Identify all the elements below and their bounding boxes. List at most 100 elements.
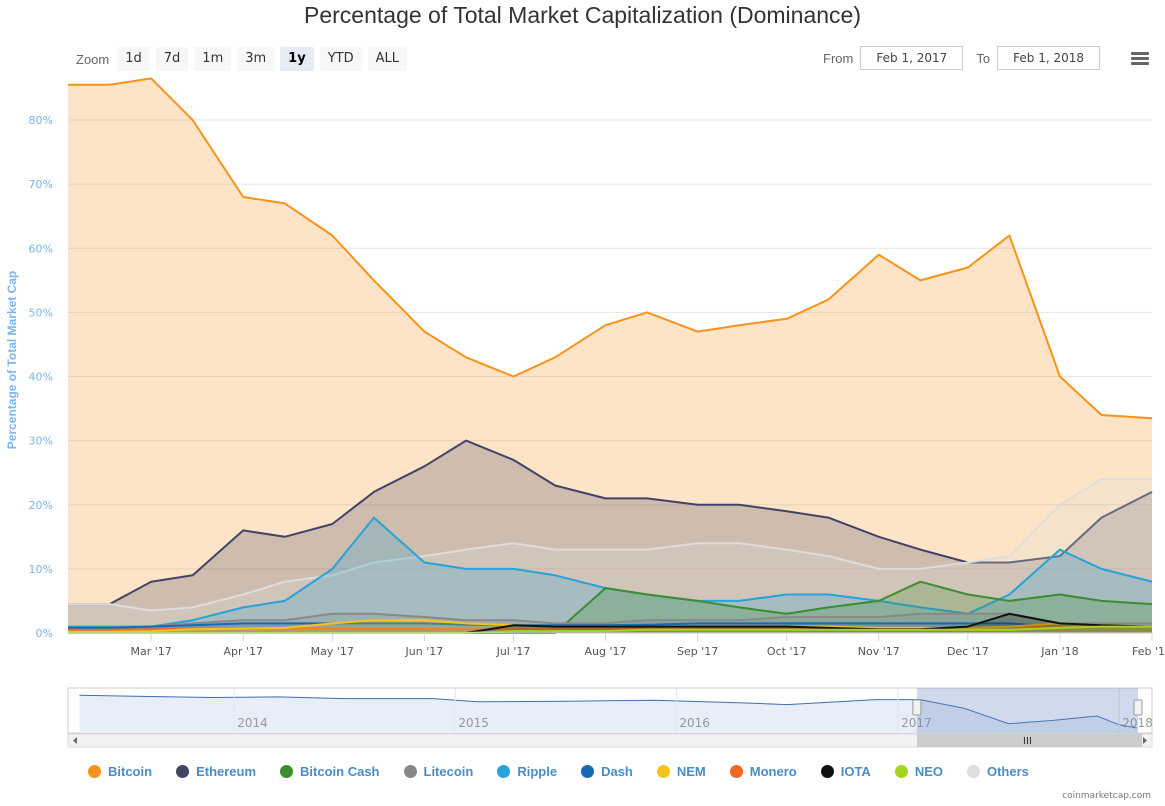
legend-item-nem[interactable]: NEM xyxy=(656,764,706,779)
navigator-line xyxy=(79,694,1137,729)
x-axis-ticks: Mar '17 Apr '17 May '17 Jun '17 Jul '17 Aug '… xyxy=(68,632,1165,658)
to-label: To xyxy=(976,50,991,66)
legend-dot-icon xyxy=(966,765,980,778)
legend-label: Ethereum xyxy=(196,764,257,779)
series-others[interactable] xyxy=(68,478,1152,633)
navigator-selection[interactable] xyxy=(916,688,1138,733)
navigator-right-handle[interactable] xyxy=(1133,699,1143,716)
navigator-year-label: 2014 xyxy=(237,716,268,730)
series-areas xyxy=(68,77,1153,634)
legend-item-bitcoin[interactable]: Bitcoin xyxy=(88,764,152,779)
zoom-1d-button[interactable]: 1d xyxy=(117,47,150,71)
credits: coinmarketcap.com xyxy=(1062,791,1151,801)
x-tick-label: Oct '17 xyxy=(767,645,807,658)
area-ethereum xyxy=(68,440,1152,633)
dominance-chart: 0% 10% 20% 30% 40% 50% 60% 70% 80% Percentage of… xyxy=(5,77,1165,748)
zoom-1y-button[interactable]: 1y xyxy=(280,47,314,71)
legend: Bitcoin Ethereum Bitcoin Cash Litecoin Rippl… xyxy=(88,764,1053,779)
legend-item-others[interactable]: Others xyxy=(966,764,1029,779)
y-tick-label: 20% xyxy=(29,499,53,512)
y-axis-ticks: 0% 10% 20% 30% 40% 50% 60% 70% 80% xyxy=(29,114,53,640)
y-tick-label: 10% xyxy=(29,563,53,576)
area-others xyxy=(68,479,1152,633)
legend-label: IOTA xyxy=(840,764,871,779)
legend-item-litecoin[interactable]: Litecoin xyxy=(403,764,474,779)
area-ripple xyxy=(68,517,1152,633)
legend-label: Dash xyxy=(601,764,633,779)
area-bitcoin-cash xyxy=(68,581,1152,633)
line-others xyxy=(68,478,1152,612)
y-tick-label: 80% xyxy=(29,114,53,127)
x-tick-label: Feb '18 xyxy=(1132,645,1165,658)
navigator[interactable]: 2014 2015 2016 2017 2018 xyxy=(67,687,1153,748)
date-range: From Feb 1, 2017 To Feb 1, 2018 xyxy=(820,46,1110,70)
legend-dot-icon xyxy=(729,765,743,778)
line-litecoin xyxy=(68,612,1152,629)
x-tick-label: Aug '17 xyxy=(585,645,627,658)
legend-label: Monero xyxy=(749,764,797,779)
y-tick-label: 70% xyxy=(29,178,53,191)
navigator-year-label: 2016 xyxy=(679,716,710,730)
zoom-toolbar: Zoom 1d 7d 1m 3m 1y YTD ALL xyxy=(76,46,413,72)
zoom-3m-button[interactable]: 3m xyxy=(237,47,275,71)
from-date-input[interactable]: Feb 1, 2017 xyxy=(860,46,964,70)
navigator-year-label: 2015 xyxy=(458,716,489,730)
scroll-right-arrow-icon[interactable] xyxy=(1143,737,1147,744)
legend-label: NEO xyxy=(914,764,943,779)
legend-dot-icon xyxy=(88,765,101,778)
legend-label: NEM xyxy=(676,764,706,779)
x-tick-label: Jan '18 xyxy=(1040,645,1078,658)
navigator-year-label: 2017 xyxy=(901,716,932,730)
zoom-ytd-button[interactable]: YTD xyxy=(319,47,362,71)
legend-dot-icon xyxy=(656,765,670,778)
zoom-label: Zoom xyxy=(76,51,110,67)
to-date-input[interactable]: Feb 1, 2018 xyxy=(997,46,1101,70)
legend-item-bitcoin-cash[interactable]: Bitcoin Cash xyxy=(280,764,380,779)
chart-title: Percentage of Total Market Capitalizatio… xyxy=(304,2,861,28)
legend-label: Bitcoin xyxy=(108,764,153,779)
legend-item-iota[interactable]: IOTA xyxy=(820,764,871,779)
navigator-year-label: 2018 xyxy=(1122,716,1153,730)
zoom-1m-button[interactable]: 1m xyxy=(194,47,232,71)
legend-dot-icon xyxy=(820,765,834,778)
legend-dot-icon xyxy=(280,765,294,778)
scrollbar-track[interactable] xyxy=(67,733,1153,748)
legend-item-monero[interactable]: Monero xyxy=(729,764,797,779)
legend-item-neo[interactable]: NEO xyxy=(894,764,943,779)
legend-label: Bitcoin Cash xyxy=(300,764,380,779)
legend-dot-icon xyxy=(894,765,908,778)
hamburger-menu-icon[interactable] xyxy=(1131,52,1149,66)
x-tick-label: Jul '17 xyxy=(496,645,531,658)
from-label: From xyxy=(823,50,854,66)
x-tick-label: Mar '17 xyxy=(131,645,172,658)
legend-label: Litecoin xyxy=(423,764,474,779)
legend-dot-icon xyxy=(403,765,417,778)
area-bitcoin xyxy=(68,78,1152,633)
x-tick-label: Dec '17 xyxy=(947,645,989,658)
legend-dot-icon xyxy=(581,765,595,778)
line-dash xyxy=(68,622,1152,629)
navigator-left-handle[interactable] xyxy=(912,699,922,716)
legend-item-dash[interactable]: Dash xyxy=(581,764,633,779)
y-tick-label: 60% xyxy=(29,242,53,255)
scrollbar-thumb[interactable] xyxy=(916,734,1142,747)
zoom-all-button[interactable]: ALL xyxy=(367,47,407,71)
zoom-7d-button[interactable]: 7d xyxy=(155,47,189,71)
area-iota xyxy=(68,613,1152,633)
x-tick-label: Sep '17 xyxy=(677,645,718,658)
legend-item-ripple[interactable]: Ripple xyxy=(497,764,557,779)
legend-item-ethereum[interactable]: Ethereum xyxy=(176,764,256,779)
area-neo xyxy=(68,626,1152,633)
y-tick-label: 40% xyxy=(29,371,53,384)
legend-dot-icon xyxy=(176,765,190,778)
y-axis-title: Percentage of Total Market Cap xyxy=(5,271,19,450)
y-tick-label: 0% xyxy=(36,627,53,640)
scroll-left-arrow-icon[interactable] xyxy=(73,737,77,744)
y-tick-label: 30% xyxy=(29,435,53,448)
x-tick-label: Apr '17 xyxy=(223,645,263,658)
series-bitcoin[interactable] xyxy=(68,77,1153,633)
legend-label: Ripple xyxy=(517,764,558,779)
x-tick-label: Jun '17 xyxy=(405,645,444,658)
legend-dot-icon xyxy=(497,765,511,778)
legend-label: Others xyxy=(986,764,1029,779)
